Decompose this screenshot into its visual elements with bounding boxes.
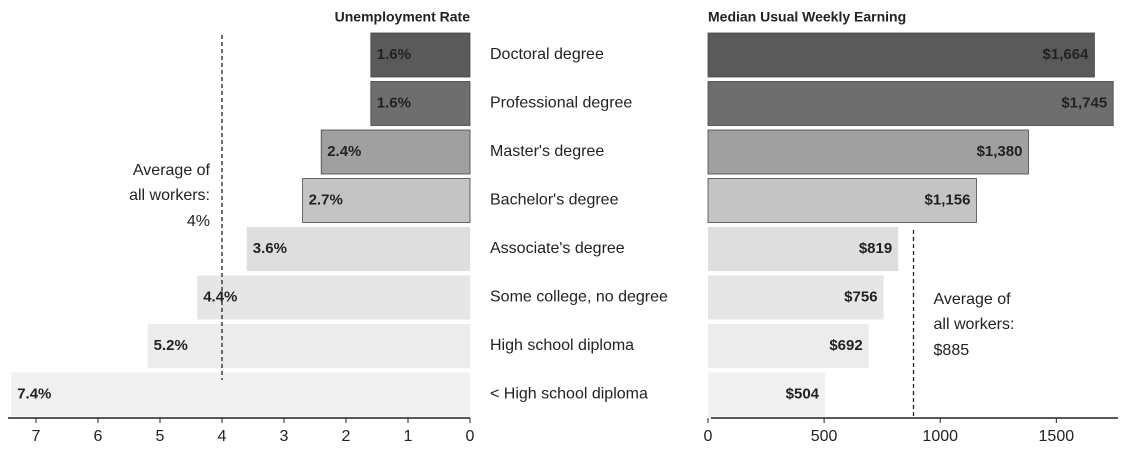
x-tick-label: 0 [704,428,713,445]
bar [370,32,471,78]
bar [707,32,1095,78]
bar [197,275,470,320]
category-label: Doctoral degree [490,46,604,63]
category-label: Bachelor's degree [490,192,619,209]
value-label: 7.4% [17,385,51,402]
bar [302,178,471,223]
value-label: $504 [786,385,820,402]
category-label: Professional degree [490,95,632,112]
category-label: High school diploma [490,337,634,354]
x-tick-label: 0 [466,428,475,445]
category-label: Associate's degree [490,240,625,257]
category-label: Some college, no degree [490,289,668,306]
category-label: < High school diploma [490,386,648,403]
bar [708,372,826,417]
value-label: $1,664 [1043,46,1090,63]
annotation-text: all workers: [934,316,1015,333]
x-tick-label: 2 [342,428,351,445]
bar [708,227,899,271]
value-label: $756 [844,288,877,305]
value-label: $819 [859,240,892,257]
category-label: Master's degree [490,143,604,160]
x-tick-label: 1500 [1039,428,1075,445]
x-tick-label: 7 [32,428,41,445]
x-tick-label: 500 [811,428,838,445]
value-label: 4.4% [203,288,237,305]
annotation-value: 4% [187,213,210,230]
bar [707,178,977,223]
chart-title: Median Usual Weekly Earning [708,9,906,25]
bar [708,324,869,368]
bar [707,129,1029,175]
value-label: $1,156 [925,191,971,208]
bar [147,324,470,368]
value-label: $1,745 [1061,94,1107,111]
annotation-value: $885 [934,342,970,359]
bar [320,129,471,175]
annotation-text: Average of [133,162,211,179]
x-tick-label: 1000 [922,428,958,445]
value-label: $1,380 [977,143,1023,160]
value-label: 3.6% [253,240,287,257]
value-label: 1.6% [377,46,411,63]
bar [246,227,470,271]
x-tick-label: 4 [218,428,227,445]
bar [707,81,1114,126]
x-tick-label: 3 [280,428,289,445]
x-tick-label: 1 [404,428,413,445]
bar [708,275,884,320]
annotation-text: Average of [934,291,1012,308]
value-label: 2.7% [309,191,343,208]
x-tick-label: 6 [94,428,103,445]
value-label: $692 [829,337,862,354]
annotation-text: all workers: [129,187,210,204]
bar [11,372,470,417]
chart-title: Unemployment Rate [335,9,471,25]
value-label: 5.2% [154,337,188,354]
value-label: 2.4% [327,143,361,160]
bar [370,81,471,126]
x-tick-label: 5 [156,428,165,445]
value-label: 1.6% [377,94,411,111]
